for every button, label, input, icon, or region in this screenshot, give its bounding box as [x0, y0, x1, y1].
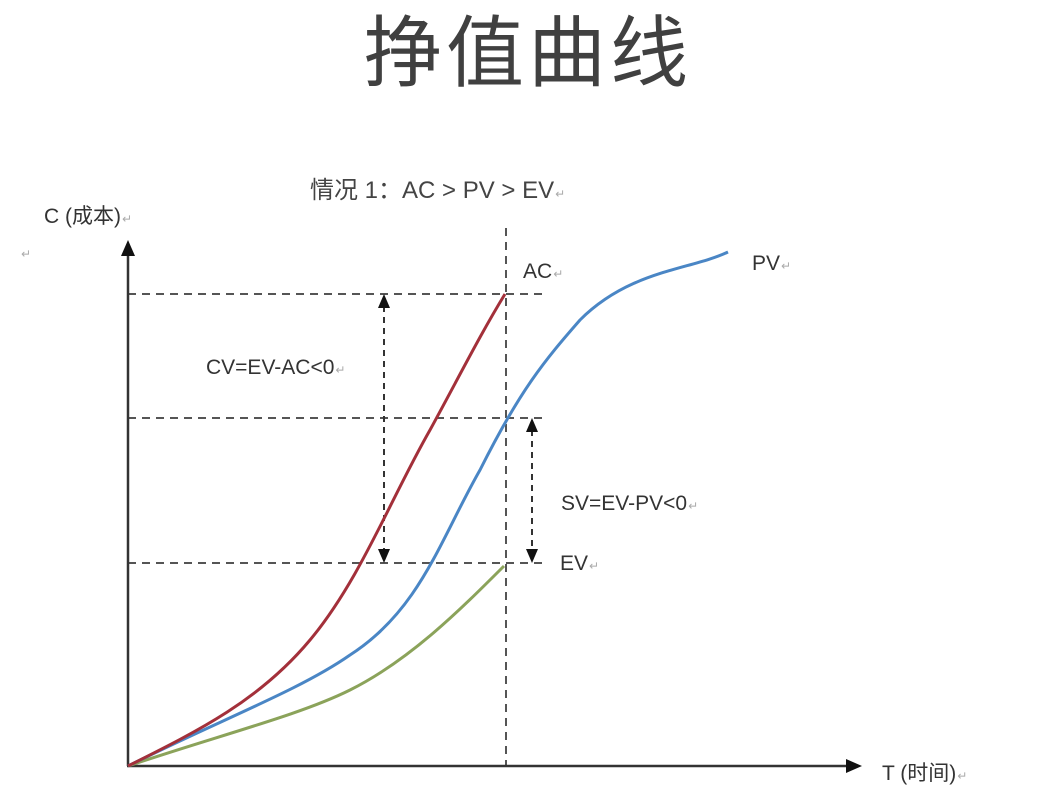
sv-arrow-up-icon — [526, 418, 538, 432]
page-title: 挣值曲线 — [363, 9, 692, 99]
ev-curve-label: EV↵ — [560, 552, 600, 575]
cv-arrow-up-icon — [378, 294, 390, 308]
cv-annotation: CV=EV-AC<0↵ — [206, 356, 346, 379]
x-axis-arrow-icon — [846, 759, 862, 773]
pv-curve — [127, 250, 729, 768]
ev-curve — [127, 564, 506, 768]
y-axis-arrow-icon — [121, 240, 135, 256]
x-axis-label: T (时间)↵ — [882, 762, 968, 785]
guide-lines — [128, 228, 548, 766]
paragraph-mark: ↵ — [21, 247, 32, 261]
y-axis-label: C (成本)↵ — [44, 205, 133, 228]
cv-arrow-down-icon — [378, 549, 390, 563]
sv-annotation: SV=EV-PV<0↵ — [561, 492, 699, 515]
sv-arrow-down-icon — [526, 549, 538, 563]
chart-subtitle: 情况 1：AC > PV > EV↵ — [310, 177, 566, 204]
ac-curve-label: AC↵ — [523, 260, 564, 283]
pv-curve-label: PV↵ — [752, 252, 792, 275]
ac-curve — [127, 293, 507, 768]
